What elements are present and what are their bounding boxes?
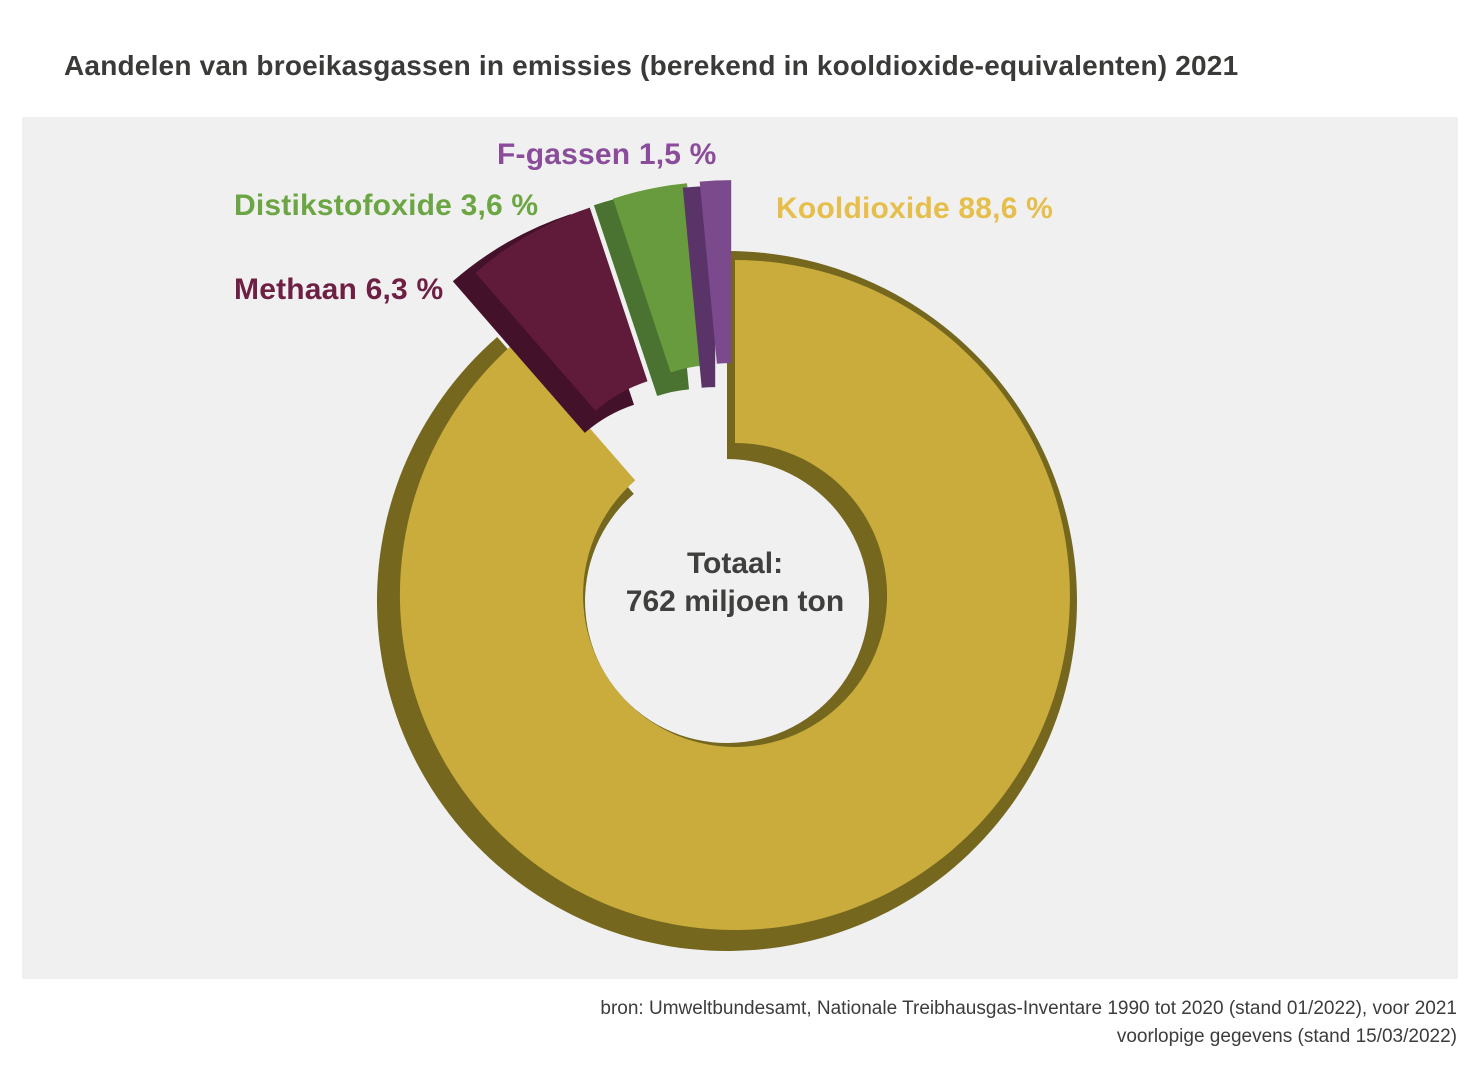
- slice-methaan: [475, 207, 648, 411]
- slice-f-gassen: [699, 180, 732, 364]
- label-f-gassen: F-gassen 1,5 %: [497, 138, 717, 171]
- center-total-label: Totaal: 762 miljoen ton: [626, 545, 844, 621]
- label-kooldioxide: Kooldioxide 88,6 %: [776, 192, 1053, 225]
- source-caption: bron: Umweltbundesamt, Nationale Treibha…: [600, 995, 1457, 1051]
- source-line2: voorlopige gegevens (stand 15/03/2022): [1116, 1026, 1457, 1047]
- slice-kooldioxide: [399, 260, 1070, 930]
- center-total-line2: 762 miljoen ton: [625, 585, 845, 618]
- chart-title: Aandelen van broeikasgassen in emissies …: [64, 50, 1239, 81]
- slice-distikstofoxide: [613, 183, 705, 373]
- center-total-line1: Totaal:: [686, 547, 784, 580]
- label-methaan: Methaan 6,3 %: [234, 273, 444, 306]
- label-distikstofoxide: Distikstofoxide 3,6 %: [234, 189, 539, 222]
- source-line1: bron: Umweltbundesamt, Nationale Treibha…: [600, 998, 1457, 1019]
